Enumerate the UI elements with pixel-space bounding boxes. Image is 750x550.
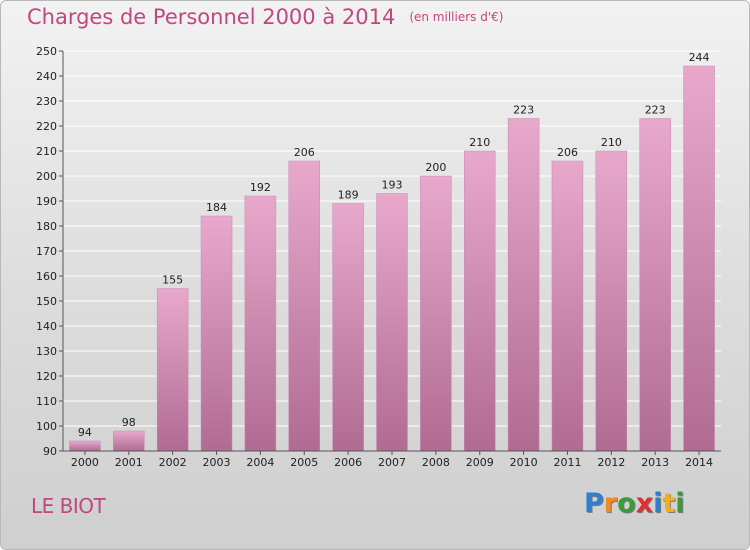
x-tick-label: 2002	[159, 456, 187, 469]
bar	[156, 288, 189, 452]
logo-letter: x	[635, 488, 654, 519]
y-tick-label: 130	[36, 345, 57, 358]
bar	[639, 118, 671, 452]
bar	[288, 160, 321, 452]
y-tick-label: 160	[36, 270, 57, 283]
logo-letter: P	[584, 488, 604, 519]
x-tick-label: 2004	[246, 456, 274, 469]
x-tick-label: 2006	[334, 456, 362, 469]
y-tick-label: 220	[36, 120, 57, 133]
y-tick-label: 120	[36, 370, 57, 383]
chart-title-text: Charges de Personnel 2000 à 2014	[27, 5, 396, 29]
bar-value-label: 94	[78, 426, 92, 439]
x-tick-label: 2011	[553, 456, 581, 469]
bar	[551, 160, 584, 452]
bar	[113, 430, 145, 452]
x-tick-label: 2013	[641, 456, 669, 469]
bar-value-label: 206	[294, 146, 315, 159]
logo-letter: o	[617, 488, 636, 519]
bar	[244, 195, 277, 452]
x-tick-label: 2003	[203, 456, 231, 469]
y-tick-label: 230	[36, 95, 57, 108]
y-tick-label: 180	[36, 220, 57, 233]
y-tick-label: 200	[36, 170, 57, 183]
logo-letter: i	[675, 488, 685, 519]
bar-value-label: 184	[206, 201, 227, 214]
bar-value-label: 206	[557, 146, 578, 159]
bar-value-label: 192	[250, 181, 271, 194]
axes: 90 100 110 120 130 140 150 160 170 180 190 200 210 22…	[36, 45, 721, 469]
bar	[420, 175, 452, 452]
x-tick-label: 2010	[510, 456, 538, 469]
bar-value-label: 210	[469, 136, 490, 149]
bar-value-label: 244	[689, 51, 710, 64]
bar	[332, 203, 364, 452]
logo-letter: i	[653, 488, 663, 519]
x-tick-label: 2014	[685, 456, 713, 469]
y-tick-label: 110	[36, 395, 57, 408]
bar-value-label: 155	[162, 274, 183, 287]
bar	[200, 215, 233, 452]
commune-name: LE BIOT	[31, 494, 106, 518]
bar-value-label: 223	[513, 104, 534, 117]
bar	[595, 150, 628, 452]
bar	[683, 65, 715, 452]
y-tick-label: 240	[36, 70, 57, 83]
bar	[507, 118, 540, 452]
x-tick-label: 2008	[422, 456, 450, 469]
bar-value-label: 200	[425, 161, 446, 174]
bar	[376, 193, 408, 452]
y-tick-label: 150	[36, 295, 57, 308]
bar-value-label: 210	[601, 136, 622, 149]
x-tick-label: 2009	[466, 456, 494, 469]
y-tick-label: 210	[36, 145, 57, 158]
proxiti-logo: Proxiti	[584, 488, 685, 519]
x-tick-label: 2012	[597, 456, 625, 469]
x-tick-label: 2001	[115, 456, 143, 469]
bar	[463, 150, 496, 452]
y-tick-label: 170	[36, 245, 57, 258]
logo-letter: r	[603, 488, 618, 519]
x-tick-label: 2007	[378, 456, 406, 469]
bar-value-label: 193	[382, 179, 403, 192]
bar	[69, 440, 101, 452]
y-tick-label: 190	[36, 195, 57, 208]
y-tick-label: 140	[36, 320, 57, 333]
bar-value-label: 189	[338, 189, 359, 202]
chart-title: Charges de Personnel 2000 à 2014 (en mill…	[27, 5, 503, 29]
x-tick-label: 2000	[71, 456, 99, 469]
chart-subtitle: (en milliers d'€)	[409, 10, 504, 24]
x-tick-label: 2005	[290, 456, 318, 469]
bars	[69, 65, 715, 452]
data-labels: 94 98 155 184 192 206 189 193 200 210 223 206 210 223…	[78, 51, 710, 439]
logo-letter: t	[662, 488, 676, 519]
bar-value-label: 223	[645, 104, 666, 117]
y-tick-label: 90	[43, 445, 57, 458]
bar-value-label: 98	[122, 416, 136, 429]
y-tick-label: 100	[36, 420, 57, 433]
y-tick-label: 250	[36, 45, 57, 58]
